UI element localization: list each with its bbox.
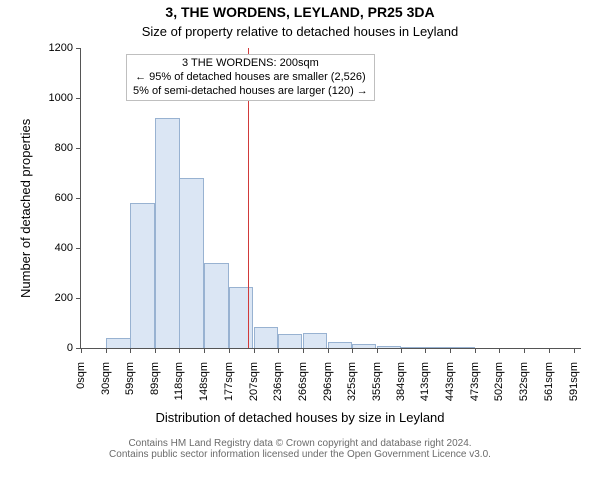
annotation-box: 3 THE WORDENS: 200sqm ← 95% of detached … bbox=[126, 54, 375, 101]
xtick-mark bbox=[475, 348, 476, 353]
xtick-label: 30sqm bbox=[100, 362, 112, 412]
xtick-mark bbox=[204, 348, 205, 353]
xtick-label: 296sqm bbox=[322, 362, 334, 412]
xtick-mark bbox=[278, 348, 279, 353]
histogram-bar bbox=[377, 346, 402, 348]
xtick-label: 118sqm bbox=[173, 362, 185, 412]
xtick-label: 355sqm bbox=[371, 362, 383, 412]
annotation-line-2: ← 95% of detached houses are smaller (2,… bbox=[133, 71, 368, 85]
xtick-label: 207sqm bbox=[248, 362, 260, 412]
xtick-mark bbox=[106, 348, 107, 353]
ytick-label: 800 bbox=[39, 142, 73, 154]
xtick-mark bbox=[524, 348, 525, 353]
histogram-bar bbox=[450, 347, 475, 348]
xtick-mark bbox=[377, 348, 378, 353]
xtick-label: 473sqm bbox=[469, 362, 481, 412]
xtick-label: 532sqm bbox=[518, 362, 530, 412]
chart-title-main: 3, THE WORDENS, LEYLAND, PR25 3DA bbox=[0, 4, 600, 20]
xtick-mark bbox=[574, 348, 575, 353]
xtick-mark bbox=[328, 348, 329, 353]
ytick-label: 1000 bbox=[39, 92, 73, 104]
footer-attribution: Contains HM Land Registry data © Crown c… bbox=[0, 438, 600, 460]
xtick-mark bbox=[179, 348, 180, 353]
xtick-mark bbox=[254, 348, 255, 353]
ytick-label: 600 bbox=[39, 192, 73, 204]
histogram-bar bbox=[204, 263, 229, 348]
xtick-label: 0sqm bbox=[75, 362, 87, 412]
y-axis-label: Number of detached properties bbox=[18, 119, 33, 298]
annotation-line-1: 3 THE WORDENS: 200sqm bbox=[133, 57, 368, 71]
histogram-bar bbox=[229, 287, 254, 348]
xtick-mark bbox=[401, 348, 402, 353]
xtick-label: 384sqm bbox=[395, 362, 407, 412]
xtick-label: 325sqm bbox=[346, 362, 358, 412]
xtick-label: 89sqm bbox=[149, 362, 161, 412]
xtick-mark bbox=[81, 348, 82, 353]
ytick-mark bbox=[76, 298, 81, 299]
xtick-mark bbox=[155, 348, 156, 353]
ytick-mark bbox=[76, 98, 81, 99]
histogram-bar bbox=[401, 347, 426, 348]
xtick-mark bbox=[450, 348, 451, 353]
ytick-mark bbox=[76, 48, 81, 49]
chart-title-sub: Size of property relative to detached ho… bbox=[0, 24, 600, 39]
xtick-mark bbox=[425, 348, 426, 353]
annotation-line-3: 5% of semi-detached houses are larger (1… bbox=[133, 85, 368, 99]
xtick-label: 502sqm bbox=[493, 362, 505, 412]
chart-container: 3, THE WORDENS, LEYLAND, PR25 3DA Size o… bbox=[0, 0, 600, 500]
xtick-label: 177sqm bbox=[223, 362, 235, 412]
xtick-label: 266sqm bbox=[297, 362, 309, 412]
histogram-bar bbox=[130, 203, 155, 348]
ytick-mark bbox=[76, 148, 81, 149]
ytick-label: 1200 bbox=[39, 42, 73, 54]
histogram-bar bbox=[425, 347, 450, 348]
xtick-mark bbox=[549, 348, 550, 353]
histogram-bar bbox=[179, 178, 204, 348]
ytick-label: 400 bbox=[39, 242, 73, 254]
histogram-bar bbox=[254, 327, 279, 348]
histogram-bar bbox=[155, 118, 180, 348]
xtick-mark bbox=[130, 348, 131, 353]
xtick-label: 59sqm bbox=[124, 362, 136, 412]
xtick-label: 148sqm bbox=[198, 362, 210, 412]
ytick-mark bbox=[76, 198, 81, 199]
plot-area: 0200400600800100012000sqm30sqm59sqm89sqm… bbox=[80, 48, 581, 349]
histogram-bar bbox=[352, 344, 377, 348]
x-axis-label: Distribution of detached houses by size … bbox=[0, 410, 600, 425]
histogram-bar bbox=[303, 333, 328, 348]
histogram-bar bbox=[106, 338, 131, 348]
xtick-mark bbox=[303, 348, 304, 353]
histogram-bar bbox=[328, 342, 353, 348]
xtick-mark bbox=[229, 348, 230, 353]
xtick-label: 443sqm bbox=[444, 362, 456, 412]
xtick-label: 561sqm bbox=[543, 362, 555, 412]
xtick-label: 236sqm bbox=[272, 362, 284, 412]
xtick-mark bbox=[499, 348, 500, 353]
ytick-mark bbox=[76, 248, 81, 249]
xtick-mark bbox=[352, 348, 353, 353]
xtick-label: 591sqm bbox=[568, 362, 580, 412]
ytick-label: 0 bbox=[39, 342, 73, 354]
ytick-label: 200 bbox=[39, 292, 73, 304]
xtick-label: 413sqm bbox=[419, 362, 431, 412]
histogram-bar bbox=[278, 334, 303, 348]
